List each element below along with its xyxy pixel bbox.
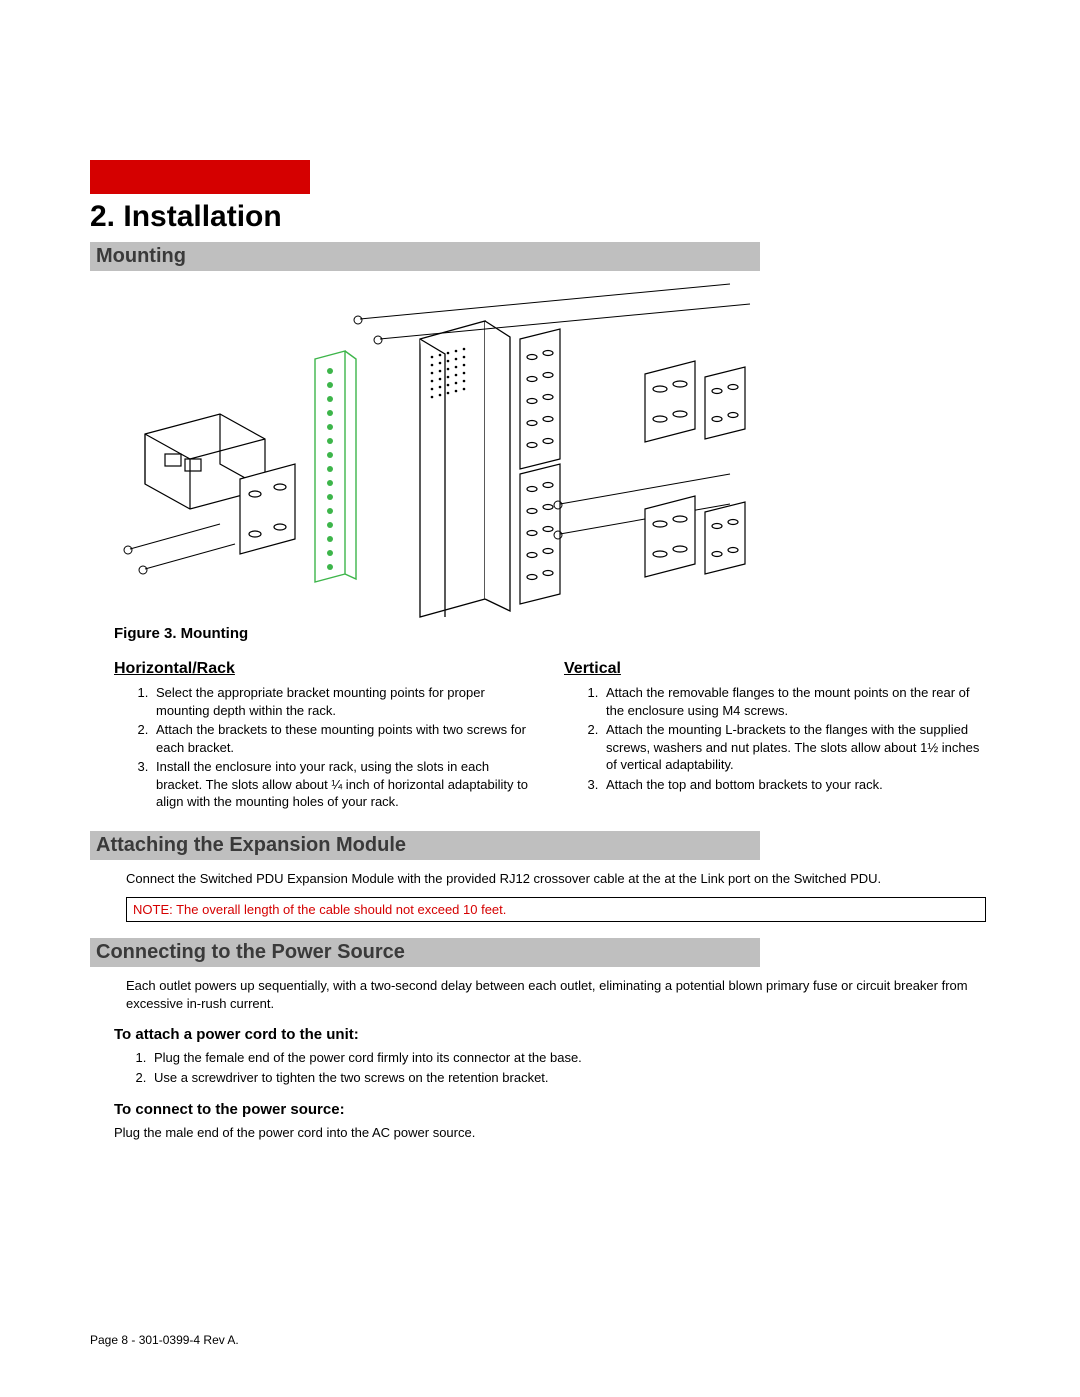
list-item: Use a screwdriver to tighten the two scr… — [150, 1069, 990, 1087]
power-body: Each outlet powers up sequentially, with… — [126, 977, 986, 1012]
page-footer: Page 8 - 301-0399-4 Rev A. — [90, 1333, 239, 1347]
figure-mounting — [90, 279, 990, 619]
list-item: Attach the top and bottom brackets to yo… — [602, 776, 984, 794]
vertical-steps: Attach the removable flanges to the moun… — [564, 684, 984, 793]
list-item: Select the appropriate bracket mounting … — [152, 684, 534, 719]
chapter-title: 2. Installation — [90, 200, 990, 234]
sub-connect: To connect to the power source: — [114, 1101, 990, 1118]
section-mounting: Mounting — [90, 242, 760, 271]
list-item: Install the enclosure into your rack, us… — [152, 758, 534, 811]
list-item: Attach the mounting L-brackets to the fl… — [602, 721, 984, 774]
expansion-note: NOTE: The overall length of the cable sh… — [126, 897, 986, 922]
figure-caption: Figure 3. Mounting — [114, 625, 990, 642]
list-item: Attach the removable flanges to the moun… — [602, 684, 984, 719]
section-expansion: Attaching the Expansion Module — [90, 831, 760, 860]
connect-step: Plug the male end of the power cord into… — [114, 1124, 990, 1142]
col-horizontal-title: Horizontal/Rack — [114, 660, 534, 678]
page: 2. Installation Mounting — [0, 0, 1080, 1397]
list-item: Attach the brackets to these mounting po… — [152, 721, 534, 756]
mounting-columns: Horizontal/Rack Select the appropriate b… — [114, 660, 984, 813]
accent-block — [90, 160, 310, 194]
col-vertical-title: Vertical — [564, 660, 984, 678]
attach-steps: Plug the female end of the power cord fi… — [90, 1049, 990, 1086]
expansion-note-text: NOTE: The overall length of the cable sh… — [133, 902, 506, 917]
horizontal-steps: Select the appropriate bracket mounting … — [114, 684, 534, 811]
sub-attach: To attach a power cord to the unit: — [114, 1026, 990, 1043]
list-item: Plug the female end of the power cord fi… — [150, 1049, 990, 1067]
expansion-body: Connect the Switched PDU Expansion Modul… — [126, 870, 986, 888]
col-horizontal: Horizontal/Rack Select the appropriate b… — [114, 660, 534, 813]
section-power: Connecting to the Power Source — [90, 938, 760, 967]
col-vertical: Vertical Attach the removable flanges to… — [564, 660, 984, 813]
